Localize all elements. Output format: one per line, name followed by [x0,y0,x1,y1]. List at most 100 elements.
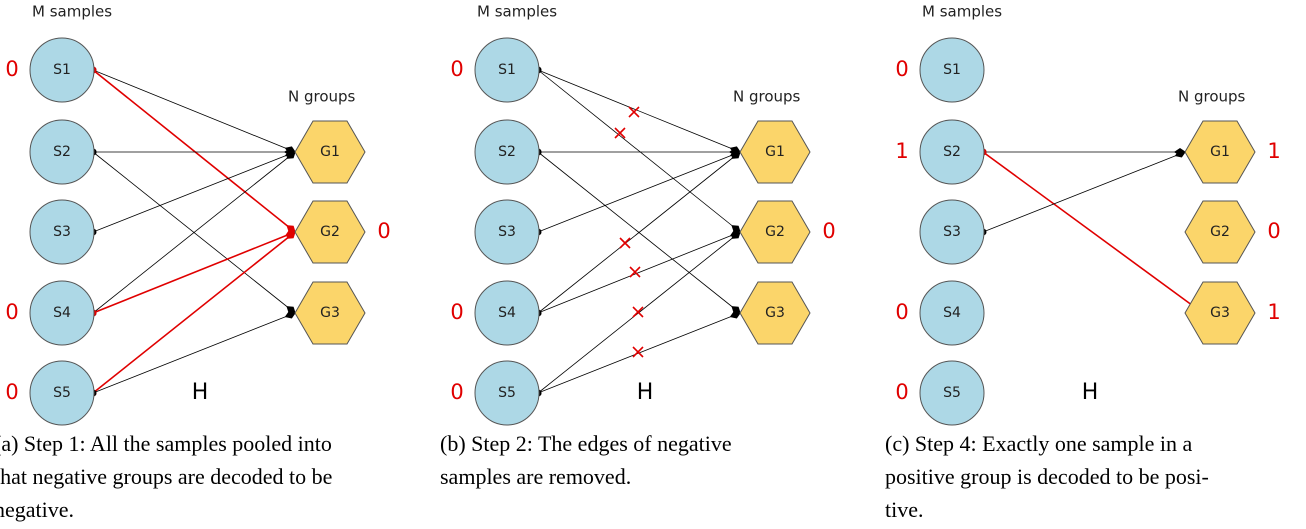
group-label: G3 [765,305,785,321]
sample-value: 0 [895,380,908,404]
sample-label: S2 [943,144,961,160]
sample-label: S3 [498,224,516,240]
edge [92,150,296,233]
sample-node [919,119,985,185]
sample-node [474,37,540,103]
caption-line: that negative groups are decoded to be [0,464,332,489]
sample-node [919,199,985,265]
graph-label: H [637,380,654,405]
group-label: G3 [320,305,340,321]
sample-node [474,280,540,346]
sample-value: 0 [895,300,908,324]
sample-label: S4 [498,305,516,321]
group-value: 0 [822,219,835,243]
group-label: G2 [765,224,785,240]
group-node [294,120,366,184]
sample-label: S5 [943,385,961,401]
group-node [739,200,811,264]
caption-line: positive group is decoded to be posi- [885,464,1209,489]
sample-label: S3 [53,224,71,240]
sample-label: S5 [53,385,71,401]
groups-heading: N groups [733,88,801,106]
sample-value: 0 [450,300,463,324]
group-label: G1 [765,144,785,160]
sample-node [29,360,95,426]
edge [92,231,296,394]
sample-label: S2 [53,144,71,160]
sample-value: 0 [895,57,908,81]
group-node [294,200,366,264]
group-label: G1 [320,144,340,160]
sample-label: S5 [498,385,516,401]
edge [92,230,296,314]
sample-value: 0 [5,380,18,404]
group-value: 1 [1267,139,1280,163]
groups-heading: N groups [1178,88,1246,106]
group-node [1184,281,1256,345]
samples-heading: M samples [922,3,1002,21]
group-node [294,281,366,345]
caption-line: (c) Step 4: Exactly one sample in a [885,431,1193,456]
sample-value: 0 [5,57,18,81]
samples-heading: M samples [477,3,557,21]
groups-heading: N groups [288,88,356,106]
group-value: 1 [1267,300,1280,324]
sample-node [474,199,540,265]
sample-node [919,37,985,103]
caption-line: (b) Step 2: The edges of negative [440,431,732,456]
edge [92,311,296,394]
sample-label: S1 [498,62,516,78]
caption-line: samples are removed. [440,464,631,489]
edge [92,151,296,314]
sample-node [474,360,540,426]
sample-node [474,119,540,185]
sample-label: S4 [943,305,961,321]
group-value: 0 [377,219,390,243]
group-value: 0 [1267,219,1280,243]
group-node [739,120,811,184]
sample-label: S1 [943,62,961,78]
edge [537,151,741,314]
sample-value: 0 [5,300,18,324]
group-label: G2 [1210,224,1230,240]
removed-mark [614,127,626,139]
edge [982,151,1201,312]
group-node [1184,200,1256,264]
sample-value: 1 [895,139,908,163]
group-label: G3 [1210,305,1230,321]
removed-mark [619,237,631,249]
sample-node [29,280,95,346]
edge [537,69,741,154]
caption-line: negative. [0,497,74,522]
removed-mark [632,306,644,318]
group-node [739,281,811,345]
sample-value: 0 [450,380,463,404]
removed-mark [628,106,640,118]
sample-node [29,119,95,185]
edge [537,150,741,233]
graph-label: H [192,380,209,405]
samples-heading: M samples [32,3,112,21]
group-label: G1 [1210,144,1230,160]
sample-node [919,280,985,346]
sample-label: S4 [53,305,71,321]
sample-label: S3 [943,224,961,240]
group-node [1184,120,1256,184]
sample-value: 0 [450,57,463,81]
sample-node [29,199,95,265]
removed-mark [632,346,644,358]
edge [92,69,296,233]
group-label: G2 [320,224,340,240]
edge [982,150,1186,233]
caption-line: tive. [885,497,924,522]
sample-label: S2 [498,144,516,160]
edge [537,69,741,233]
edge [537,230,741,314]
edge [92,69,296,154]
sample-label: S1 [53,62,71,78]
sample-node [29,37,95,103]
caption-line: (a) Step 1: All the samples pooled into [0,431,332,456]
removed-mark [629,266,641,278]
graph-label: H [1082,380,1099,405]
